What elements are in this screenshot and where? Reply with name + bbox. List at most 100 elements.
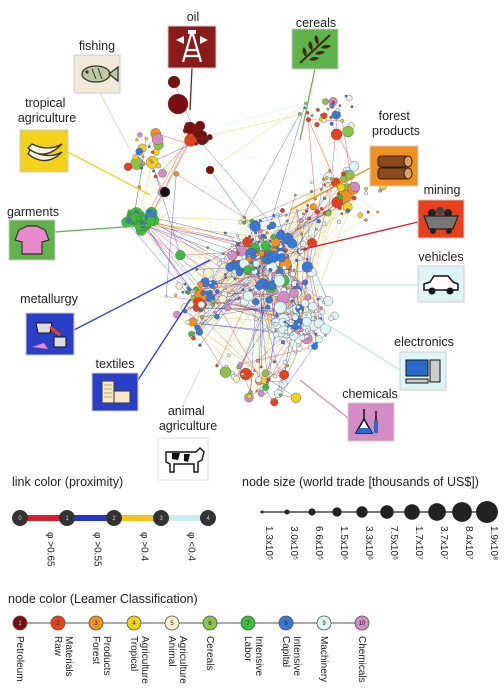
network-node — [268, 221, 277, 230]
network-node — [265, 231, 269, 235]
network-link — [327, 108, 332, 179]
network-node — [206, 134, 213, 141]
network-node — [277, 253, 286, 263]
size-legend-title: node size (world trade [thousands of US$… — [242, 475, 479, 489]
color-legend-label: Raw — [52, 636, 63, 657]
network-node — [221, 252, 225, 256]
network-link — [141, 166, 209, 273]
label-fishing: fishing — [79, 39, 115, 53]
network-node — [147, 145, 151, 149]
category-connector — [54, 224, 151, 233]
network-node — [328, 315, 334, 321]
network-node — [226, 353, 231, 358]
network-node — [255, 281, 264, 291]
network-node — [197, 281, 204, 288]
network-node — [167, 75, 181, 89]
network-node — [232, 275, 236, 278]
network-node — [329, 177, 334, 181]
network-node — [329, 115, 333, 119]
size-legend-node — [284, 509, 290, 515]
network-node — [256, 248, 260, 252]
banana-icon — [19, 129, 69, 173]
label-oil: oil — [187, 10, 200, 24]
network-node — [319, 206, 324, 211]
network-node — [274, 301, 287, 314]
network-node — [305, 294, 312, 301]
network-node — [255, 376, 262, 384]
network-node — [322, 177, 325, 181]
network-node — [305, 257, 309, 261]
network-link — [305, 249, 329, 302]
network-node — [185, 290, 189, 294]
network-node — [337, 194, 344, 200]
network-node — [198, 343, 202, 347]
label-electronics: electronics — [394, 335, 454, 349]
size-legend-tick: 1.5x10⁶ — [338, 526, 349, 560]
network-node — [268, 371, 272, 375]
network-node — [321, 221, 327, 226]
network-node — [242, 220, 247, 225]
link-legend-node-label: 0 — [18, 516, 22, 522]
network-node — [190, 294, 196, 301]
network-node — [258, 390, 265, 397]
color-legend-node — [126, 615, 142, 631]
network-node — [346, 94, 353, 102]
network-node — [254, 231, 258, 235]
network-node — [314, 332, 318, 336]
network-node — [281, 264, 287, 270]
network-node — [253, 369, 257, 373]
network-node — [296, 343, 301, 348]
link-legend-node-label: 3 — [159, 516, 163, 522]
network-node — [305, 209, 309, 213]
network-node — [331, 110, 341, 120]
network-link — [165, 173, 177, 297]
network-node — [278, 393, 282, 397]
network-node — [351, 195, 357, 201]
network-node — [324, 333, 327, 337]
network-node — [200, 290, 206, 296]
color-legend-number: 2 — [56, 621, 60, 627]
network-node — [318, 295, 323, 300]
category-connector — [99, 92, 131, 151]
network-link — [201, 317, 268, 383]
network-node — [243, 265, 252, 274]
network-node — [279, 369, 290, 380]
color-legend-node — [316, 615, 332, 631]
network-node — [364, 218, 368, 222]
network-node — [301, 212, 305, 216]
network-node — [254, 317, 259, 322]
link-legend-node-label: 2 — [112, 516, 116, 522]
network-node — [205, 165, 215, 175]
network-node — [270, 233, 277, 240]
network-node — [310, 113, 314, 117]
link-legend-label: φ >0.4 — [139, 532, 150, 561]
network-link — [193, 133, 273, 226]
network-node — [309, 203, 317, 211]
label-forest-products: forest products — [372, 109, 420, 138]
size-legend-tick: 1.3x10⁵ — [263, 526, 274, 560]
network-node — [266, 259, 271, 264]
network-node — [213, 310, 217, 315]
network-node — [218, 294, 227, 304]
network-link — [150, 218, 234, 277]
network-node — [295, 282, 299, 286]
network-node — [214, 288, 220, 294]
network-node — [251, 237, 255, 241]
network-node — [298, 309, 303, 314]
network-node — [156, 163, 162, 169]
network-link — [152, 151, 261, 222]
color-legend-label: Agriculture — [139, 636, 150, 684]
network-node — [205, 290, 210, 296]
size-legend-tick: 3.3x10⁶ — [363, 526, 374, 560]
label-chemicals: chemicals — [342, 387, 398, 401]
category-annotations: oil cereals fishing tropical agriculture — [7, 10, 465, 481]
network-link — [248, 319, 322, 398]
network-node — [298, 217, 304, 224]
category-connector — [182, 369, 201, 406]
network-node — [265, 296, 273, 304]
network-node — [201, 322, 205, 326]
network-node — [285, 219, 289, 223]
network-node — [217, 261, 222, 266]
network-node — [258, 228, 264, 234]
network-node — [306, 217, 310, 221]
